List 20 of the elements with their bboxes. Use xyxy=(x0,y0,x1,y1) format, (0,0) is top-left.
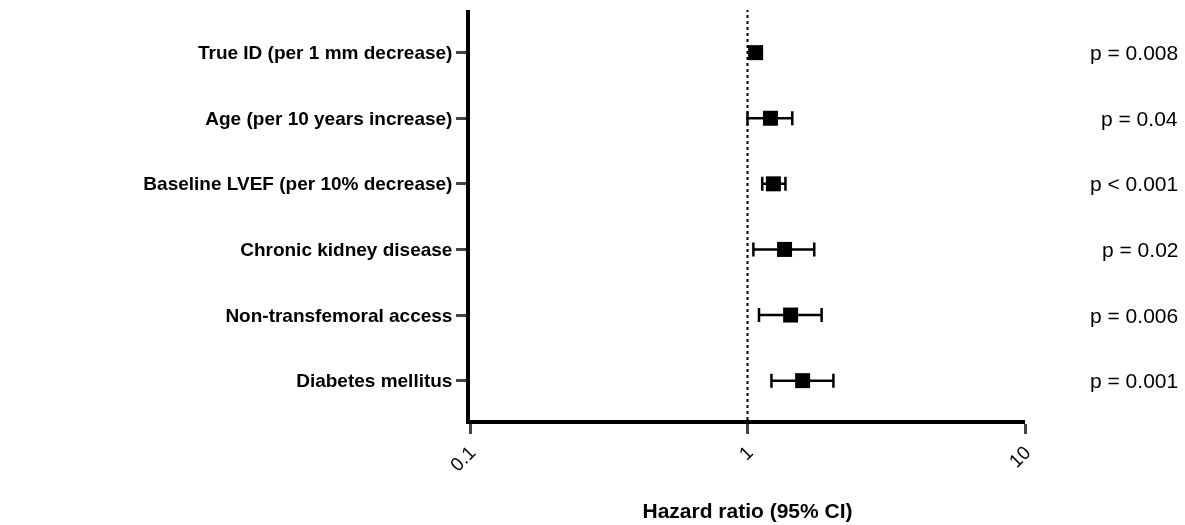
point xyxy=(777,241,793,257)
y-tick-label: Diabetes mellitus xyxy=(296,370,453,392)
y-tick-label: Age (per 10 years increase) xyxy=(205,107,453,129)
y-tick-label: Baseline LVEF (per 10% decrease) xyxy=(143,173,453,195)
x-tick-label: 1 xyxy=(734,441,758,465)
x-tick-label: 0.1 xyxy=(446,441,480,476)
x-tick-label: 10 xyxy=(1004,441,1035,472)
point xyxy=(765,176,781,192)
y-tick-label: True ID (per 1 mm decrease) xyxy=(197,42,453,64)
point xyxy=(783,307,799,323)
point xyxy=(762,110,778,126)
text: p = 0.001 xyxy=(1090,369,1179,392)
text: p = 0.008 xyxy=(1090,41,1179,64)
y-tick-label: Non-transfemoral access xyxy=(225,304,453,326)
text: p < 0.001 xyxy=(1090,172,1179,195)
y-tick-label: Chronic kidney disease xyxy=(240,239,453,261)
text: p = 0.04 xyxy=(1101,107,1178,130)
text: p = 0.02 xyxy=(1102,238,1179,261)
text: p = 0.006 xyxy=(1090,304,1179,327)
x-axis-title: Hazard ratio (95% CI) xyxy=(642,498,853,522)
